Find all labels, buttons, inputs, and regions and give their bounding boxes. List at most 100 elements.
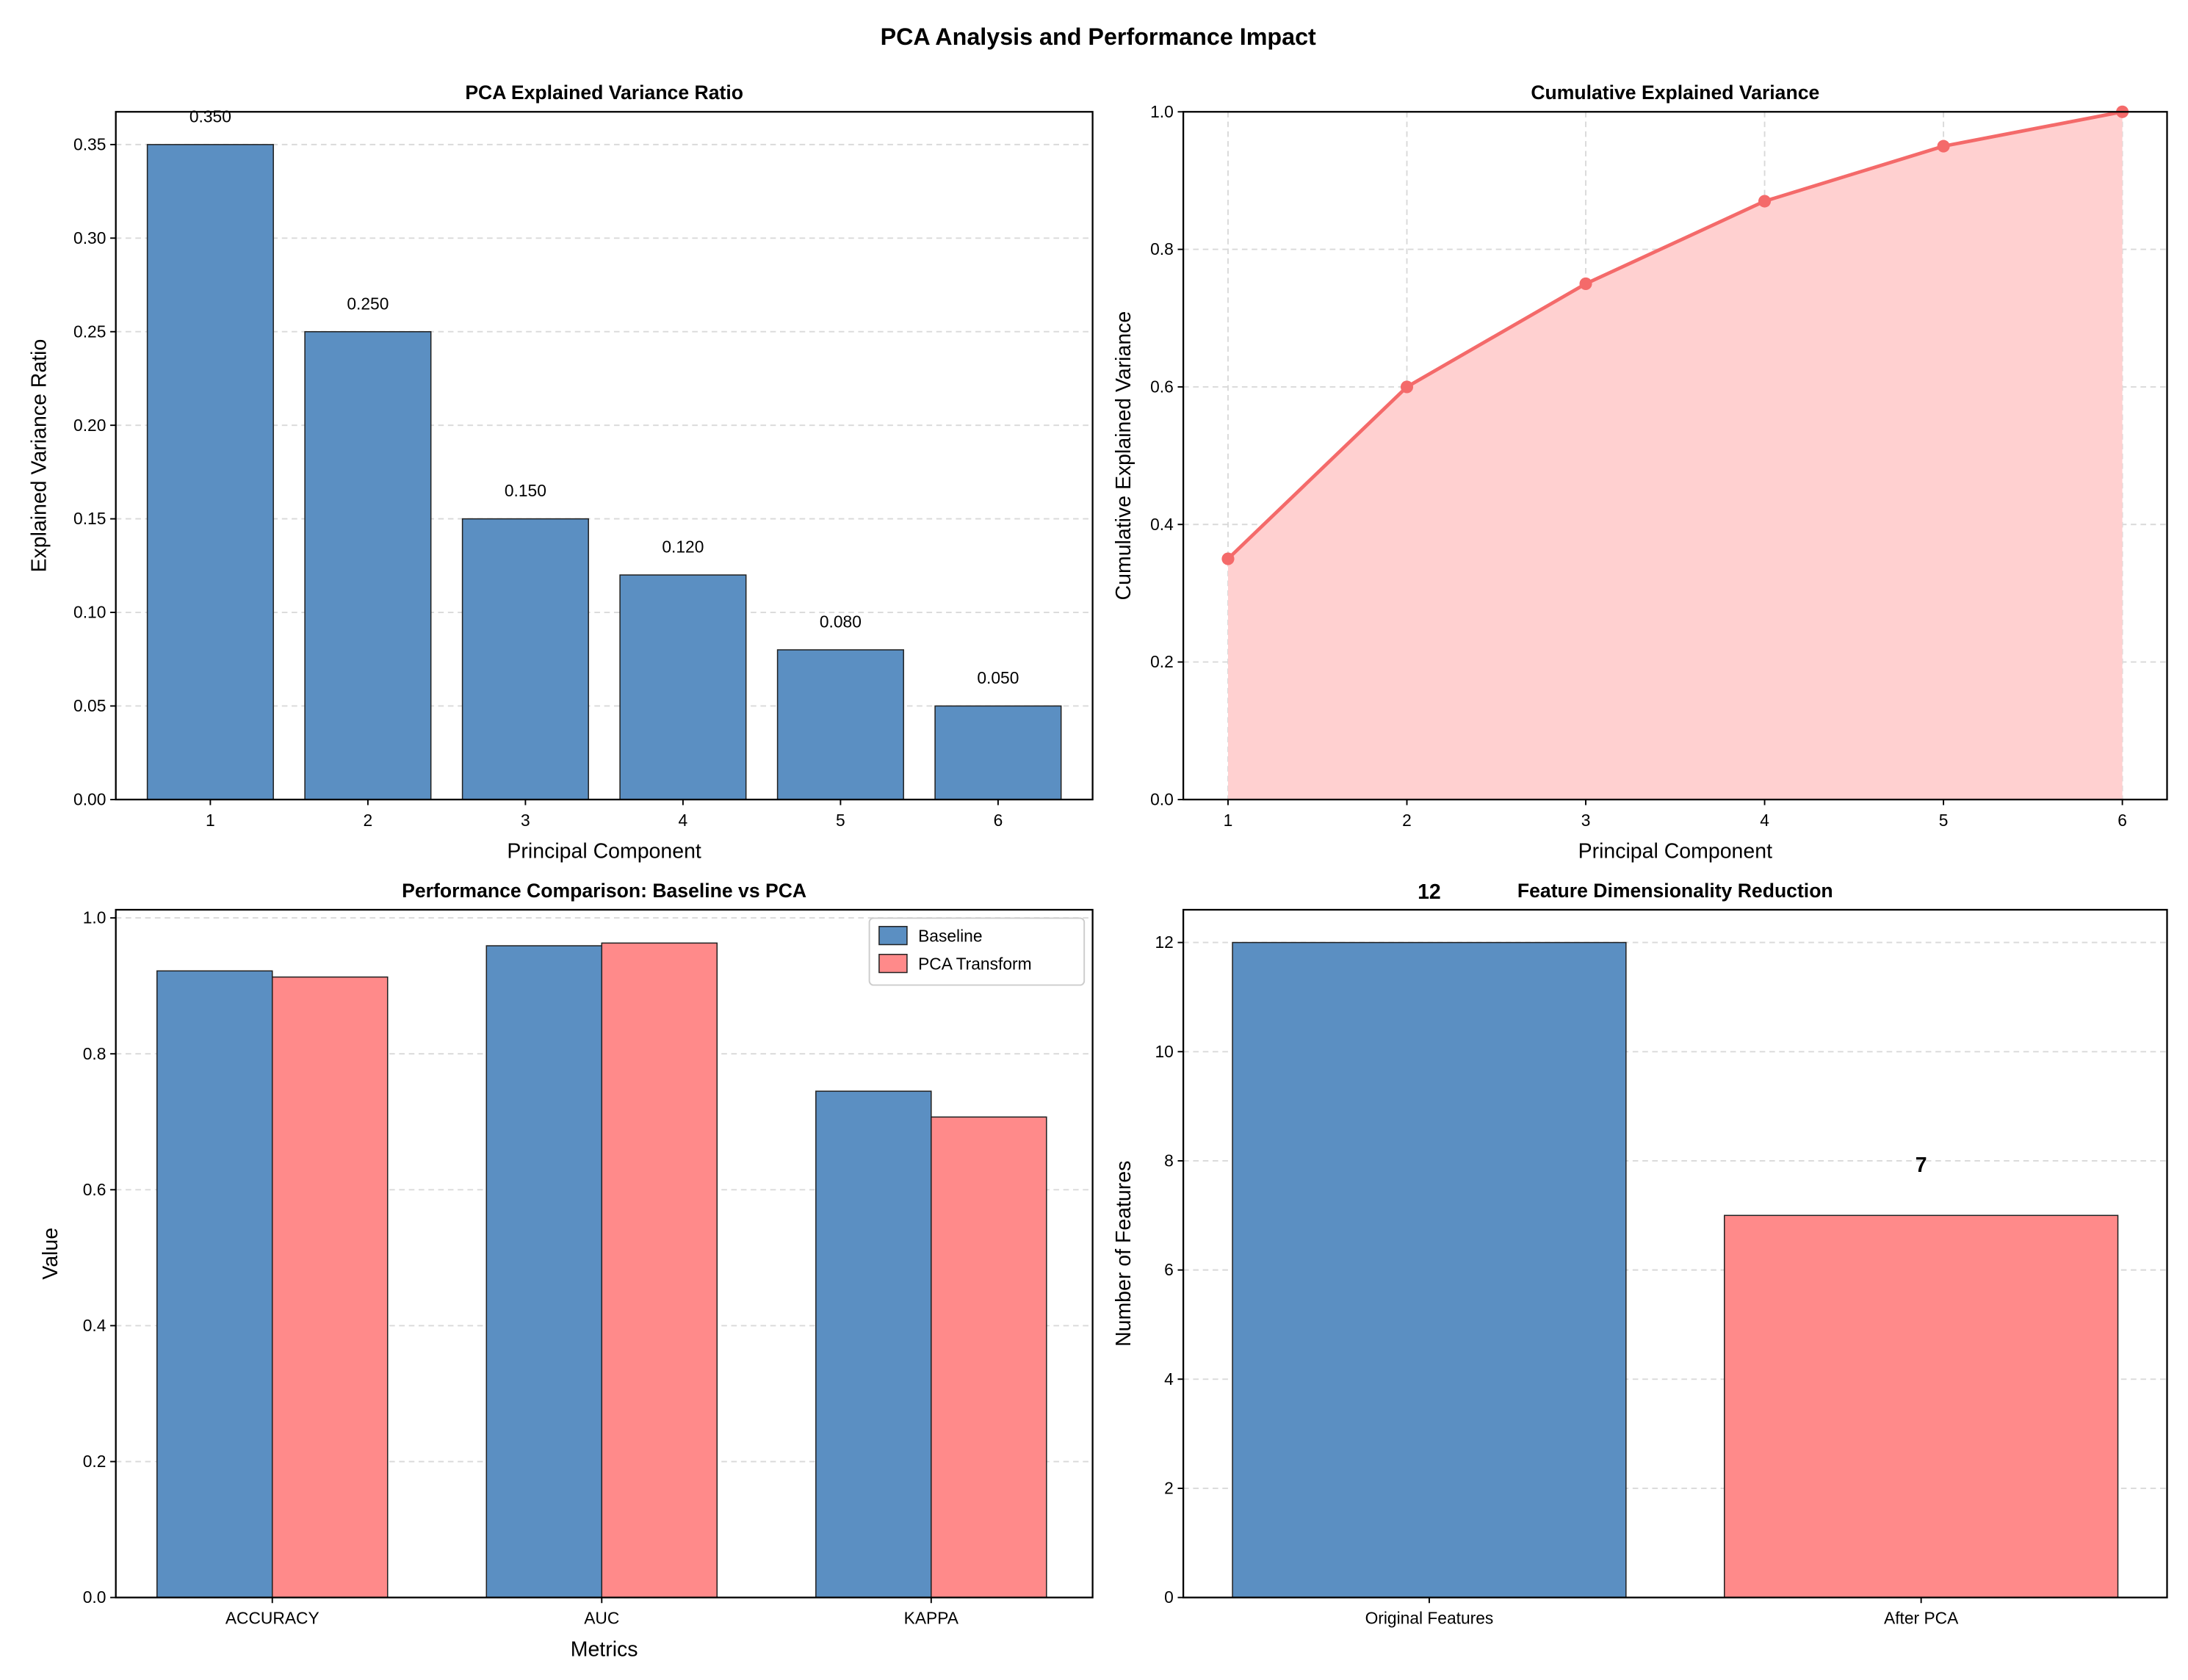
y-tick-label: 0.0 [83, 1587, 106, 1607]
baseline-bar [156, 970, 273, 1598]
data-label: 0.150 [505, 481, 546, 500]
x-tick-label: 1 [1224, 811, 1233, 830]
figure-title: PCA Analysis and Performance Impact [881, 23, 1316, 50]
baseline-bar [815, 1090, 932, 1598]
y-tick-label: 1.0 [1150, 102, 1174, 121]
bar [934, 705, 1062, 800]
legend-swatch [878, 926, 908, 946]
chart-title: PCA Explained Variance Ratio [465, 82, 743, 104]
y-tick-label: 8 [1164, 1151, 1174, 1170]
y-tick-label: 10 [1155, 1042, 1173, 1061]
x-tick-label: Original Features [1365, 1609, 1494, 1628]
axes-frame [115, 908, 1094, 1598]
bar [619, 574, 747, 800]
legend-label: Baseline [918, 927, 982, 946]
y-tick-label: 4 [1164, 1369, 1174, 1388]
x-tick-label: 4 [679, 811, 688, 830]
y-tick-label: 0.4 [1150, 515, 1174, 534]
axes-frame [1182, 111, 2168, 801]
chart-title: Feature Dimensionality Reduction [1517, 880, 1833, 902]
y-tick-label: 6 [1164, 1260, 1174, 1279]
y-tick-label: 0.20 [73, 416, 106, 435]
x-tick-label: ACCURACY [225, 1609, 319, 1628]
legend-swatch [878, 954, 908, 974]
y-tick-label: 0.4 [83, 1316, 106, 1335]
data-label: 0.350 [189, 106, 231, 126]
data-point [1937, 140, 1950, 153]
x-tick-label: 1 [206, 811, 215, 830]
y-tick-label: 0.6 [1150, 377, 1174, 397]
y-tick-label: 0.35 [73, 134, 106, 153]
legend-box [868, 917, 1086, 986]
data-label: 0.250 [347, 294, 389, 313]
data-label: 0.080 [820, 612, 862, 631]
bar [146, 144, 274, 800]
data-point [1579, 277, 1592, 290]
bar [1232, 941, 1627, 1598]
x-tick-label: KAPPA [904, 1609, 959, 1628]
bar [1724, 1214, 2119, 1598]
data-label: 7 [1916, 1154, 1927, 1177]
legend: Baseline PCA Transform [868, 917, 1086, 986]
axes-frame [1182, 908, 2168, 1598]
y-tick-label: 0.05 [73, 696, 106, 715]
y-tick-label: 12 [1155, 933, 1173, 952]
axes-frame [115, 111, 1094, 801]
data-label: 0.050 [977, 668, 1019, 687]
y-tick-label: 0.30 [73, 228, 106, 247]
x-tick-label: After PCA [1884, 1609, 1959, 1628]
chart-title: Performance Comparison: Baseline vs PCA [402, 880, 806, 902]
x-axis-label: Metrics [571, 1637, 638, 1661]
y-tick-label: 0.2 [83, 1452, 106, 1471]
y-tick-label: 1.0 [83, 908, 106, 927]
legend-label: PCA Transform [918, 955, 1031, 974]
y-tick-label: 0.0 [1150, 790, 1174, 809]
bar [776, 649, 904, 800]
x-tick-label: 6 [994, 811, 1003, 830]
x-tick-label: 5 [836, 811, 845, 830]
pca-bar [271, 976, 389, 1598]
x-tick-label: 6 [2117, 811, 2127, 830]
pca-bar [931, 1116, 1047, 1598]
y-axis-label: Explained Variance Ratio [28, 339, 51, 573]
cumulative-variance-panel: 0.0 0.2 0.4 0.6 0.8 1.0 Cumulative Explained V… [1112, 82, 2168, 863]
x-tick-label: 2 [1402, 811, 1412, 830]
data-point [1758, 195, 1772, 208]
explained-variance-panel: 0.00 0.05 0.10 0.15 0.20 0.25 0.30 0.35 PCA Expl… [28, 82, 1094, 863]
chart-title: Cumulative Explained Variance [1531, 82, 1819, 104]
x-tick-label: 3 [1581, 811, 1591, 830]
performance-comparison-panel: 0.0 0.2 0.4 0.6 0.8 1.0 Performance Comparison… [39, 880, 1094, 1661]
y-tick-label: 2 [1164, 1479, 1174, 1498]
y-axis-label: Number of Features [1112, 1161, 1135, 1347]
x-axis-label: Principal Component [507, 840, 701, 863]
y-tick-label: 0.6 [83, 1180, 106, 1199]
data-point [1221, 552, 1235, 565]
x-axis-label: Principal Component [1578, 840, 1772, 863]
x-tick-label: 5 [1939, 811, 1949, 830]
pca-bar [601, 942, 718, 1598]
baseline-bar [485, 945, 603, 1598]
y-tick-label: 0.15 [73, 509, 106, 528]
y-axis-label: Cumulative Explained Variance [1112, 311, 1135, 601]
x-tick-label: AUC [584, 1609, 619, 1628]
area-fill [1227, 112, 2123, 800]
data-label: 12 [1418, 880, 1441, 904]
bar [304, 330, 432, 800]
data-label: 0.120 [662, 537, 704, 557]
y-tick-label: 0 [1164, 1587, 1174, 1607]
x-tick-label: 4 [1760, 811, 1769, 830]
x-tick-label: 2 [364, 811, 373, 830]
y-axis-label: Value [39, 1228, 62, 1280]
series-line [1227, 109, 2123, 560]
feature-reduction-panel: 0 2 4 6 8 10 12 Feature Dimensionality Reductio… [1112, 880, 2168, 1628]
y-tick-label: 0.8 [1150, 239, 1174, 258]
y-tick-label: 0.2 [1150, 652, 1174, 671]
data-point [1400, 380, 1414, 394]
x-tick-label: 3 [521, 811, 530, 830]
y-tick-label: 0.8 [83, 1044, 106, 1063]
bar [461, 518, 589, 800]
y-tick-label: 0.25 [73, 322, 106, 341]
y-tick-label: 0.00 [73, 790, 106, 809]
y-tick-label: 0.10 [73, 603, 106, 622]
